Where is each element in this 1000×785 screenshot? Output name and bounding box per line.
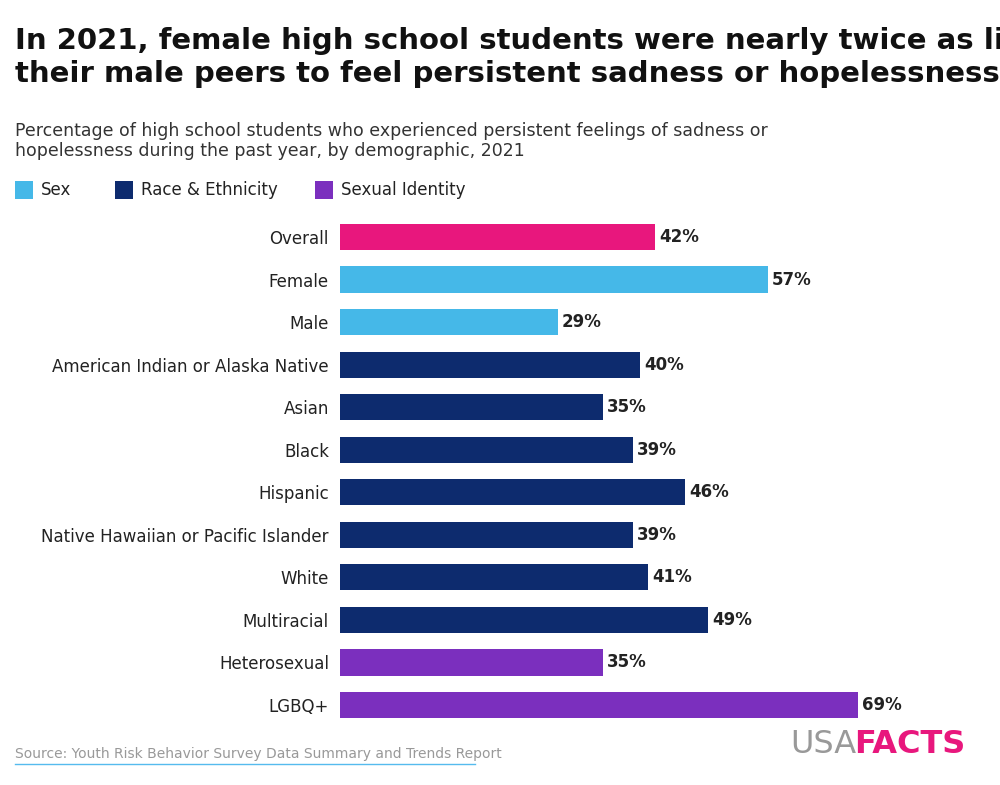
Bar xyxy=(340,394,602,421)
Text: 40%: 40% xyxy=(644,356,684,374)
Bar xyxy=(340,224,655,250)
Bar xyxy=(340,692,858,718)
Text: 46%: 46% xyxy=(690,484,729,502)
Bar xyxy=(340,607,708,633)
Text: Sexual Identity: Sexual Identity xyxy=(341,181,466,199)
Text: FACTS: FACTS xyxy=(854,729,965,760)
Text: 35%: 35% xyxy=(607,398,647,416)
Text: 39%: 39% xyxy=(637,526,677,544)
Text: 29%: 29% xyxy=(562,313,602,331)
Text: Race & Ethnicity: Race & Ethnicity xyxy=(141,181,278,199)
Text: 42%: 42% xyxy=(660,228,699,246)
Text: Sex: Sex xyxy=(41,181,71,199)
Text: 69%: 69% xyxy=(862,696,902,714)
Text: USA: USA xyxy=(790,729,856,760)
Text: 39%: 39% xyxy=(637,440,677,458)
Text: 35%: 35% xyxy=(607,653,647,671)
Text: 49%: 49% xyxy=(712,611,752,629)
Bar xyxy=(340,521,633,548)
Bar xyxy=(340,266,768,293)
Text: Source: Youth Risk Behavior Survey Data Summary and Trends Report: Source: Youth Risk Behavior Survey Data … xyxy=(15,747,502,761)
Bar xyxy=(340,479,685,506)
Text: Percentage of high school students who experienced persistent feelings of sadnes: Percentage of high school students who e… xyxy=(15,122,768,160)
Text: 41%: 41% xyxy=(652,568,692,586)
Text: 57%: 57% xyxy=(772,271,812,289)
Bar xyxy=(340,649,602,676)
Bar xyxy=(340,564,648,590)
Text: In 2021, female high school students were nearly twice as likely as
their male p: In 2021, female high school students wer… xyxy=(15,27,1000,88)
Bar xyxy=(340,352,640,378)
Bar xyxy=(340,436,633,463)
Bar xyxy=(340,309,558,335)
